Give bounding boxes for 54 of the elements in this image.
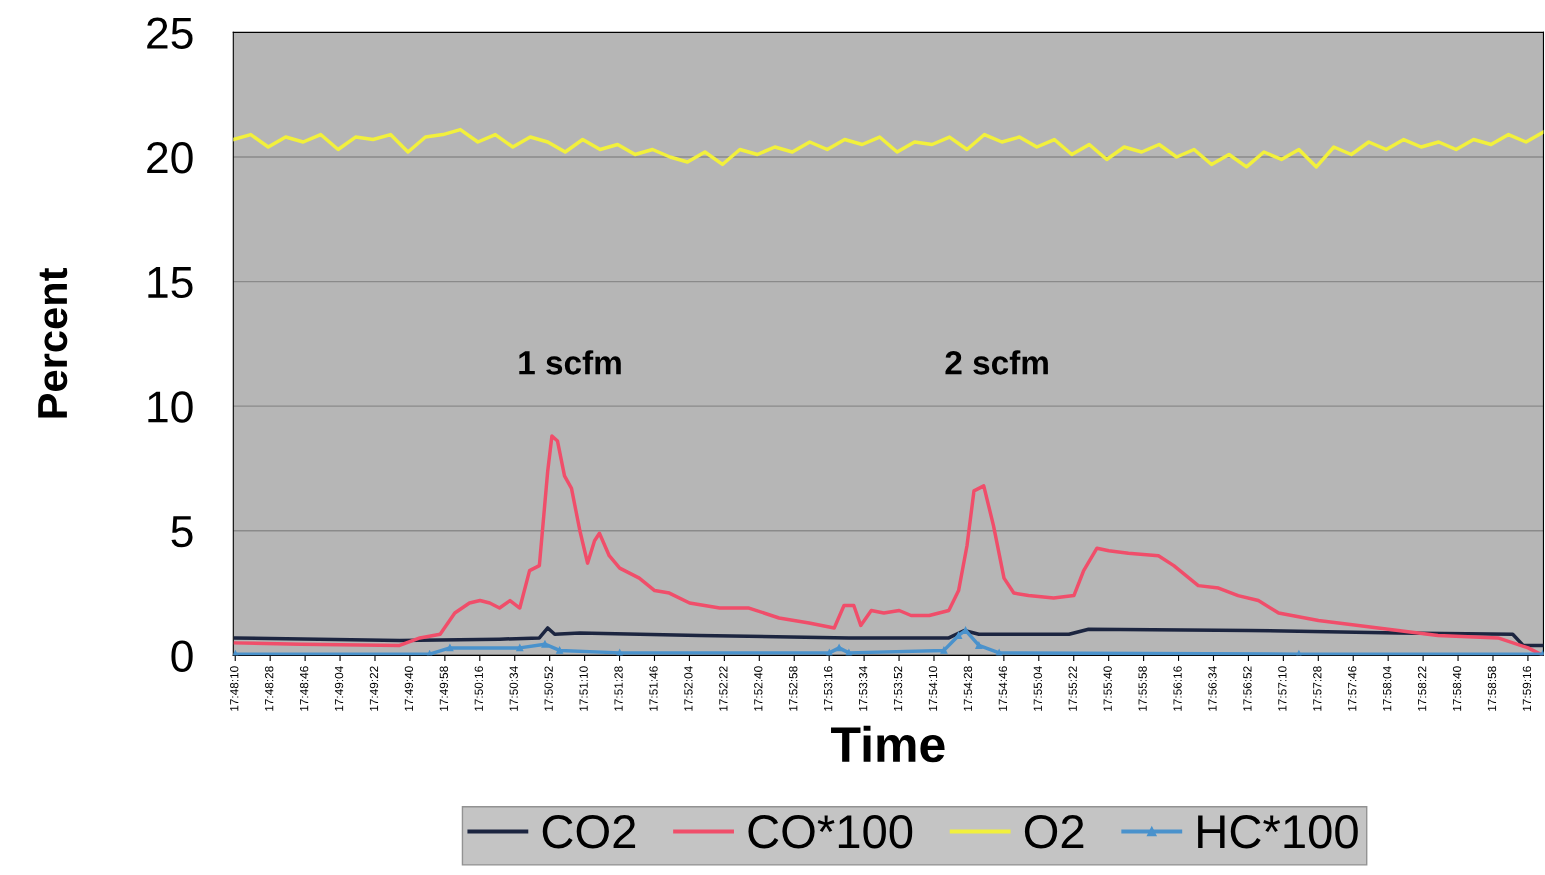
x-tick-label: 17:53:52 bbox=[893, 666, 903, 711]
x-tick-label: 17:51:28 bbox=[614, 666, 623, 711]
x-tick-label: 17:53:16 bbox=[823, 666, 833, 711]
x-tick-label: 17:52:04 bbox=[684, 666, 693, 711]
x-tick-label: 17:55:22 bbox=[1068, 666, 1077, 711]
x-tick-label: 17:49:22 bbox=[369, 666, 379, 711]
x-tick-label: 17:50:52 bbox=[544, 666, 553, 711]
legend-label: O2 bbox=[1024, 815, 1084, 849]
y-tick-label: 20 bbox=[147, 142, 193, 174]
x-tick-label: 17:58:04 bbox=[1382, 666, 1392, 711]
x-tick-label: 17:57:10 bbox=[1278, 666, 1287, 711]
y-tick-label: 25 bbox=[147, 17, 193, 49]
x-tick-label: 17:56:34 bbox=[1208, 666, 1217, 711]
x-tick-label: 17:50:34 bbox=[509, 666, 518, 711]
x-tick-label: 17:52:40 bbox=[754, 666, 763, 711]
x-tick-label: 17:49:40 bbox=[404, 666, 414, 711]
line-series bbox=[233, 127, 1544, 169]
x-tick-label: 17:58:40 bbox=[1452, 666, 1462, 711]
line-series bbox=[233, 626, 1544, 648]
y-tick-label: 10 bbox=[148, 391, 193, 423]
x-tick-label: 17:58:22 bbox=[1417, 666, 1427, 711]
x-tick-label: 17:54:10 bbox=[928, 666, 938, 711]
x-tick-label: 17:49:58 bbox=[439, 666, 449, 711]
x-tick-label: 17:55:40 bbox=[1103, 666, 1112, 711]
annotation: 2 scfm bbox=[945, 350, 1048, 375]
y-tick-label: 5 bbox=[171, 516, 193, 548]
x-tick-label: 17:55:58 bbox=[1138, 666, 1147, 711]
x-tick-label: 17:53:34 bbox=[858, 666, 868, 711]
x-tick-label: 17:57:28 bbox=[1313, 666, 1322, 711]
x-tick-label: 17:50:16 bbox=[474, 666, 483, 711]
x-tick-label: 17:54:28 bbox=[963, 666, 973, 711]
x-tick-label: 17:57:46 bbox=[1348, 666, 1357, 711]
x-tick-label: 17:48:46 bbox=[299, 666, 309, 711]
x-tick-label: 17:56:16 bbox=[1173, 666, 1182, 711]
x-tick-label: 17:52:22 bbox=[719, 666, 728, 711]
y-tick-label: 0 bbox=[171, 640, 193, 672]
x-tick-label: 17:48:10 bbox=[230, 666, 239, 711]
x-tick-label: 17:59:16 bbox=[1522, 666, 1532, 711]
x-tick-label: 17:52:58 bbox=[789, 666, 798, 711]
x-axis-title: Time bbox=[831, 725, 945, 763]
y-tick-label: 15 bbox=[148, 267, 193, 299]
x-tick-label: 17:55:04 bbox=[1033, 666, 1042, 711]
x-tick-label: 17:49:04 bbox=[334, 666, 344, 711]
x-tick-label: 17:48:28 bbox=[264, 666, 274, 711]
x-tick-label: 17:58:58 bbox=[1487, 666, 1497, 711]
annotation: 1 scfm bbox=[519, 350, 621, 375]
x-tick-label: 17:54:46 bbox=[998, 666, 1008, 711]
x-tick-label: 17:51:46 bbox=[649, 666, 658, 711]
legend-label: CO*100 bbox=[748, 815, 913, 849]
y-axis-title: Percent bbox=[38, 267, 68, 418]
x-tick-label: 17:51:10 bbox=[579, 666, 588, 711]
legend-label: CO2 bbox=[542, 815, 636, 849]
x-tick-label: 17:56:52 bbox=[1243, 666, 1252, 711]
legend-label: HC*100 bbox=[1198, 815, 1358, 849]
